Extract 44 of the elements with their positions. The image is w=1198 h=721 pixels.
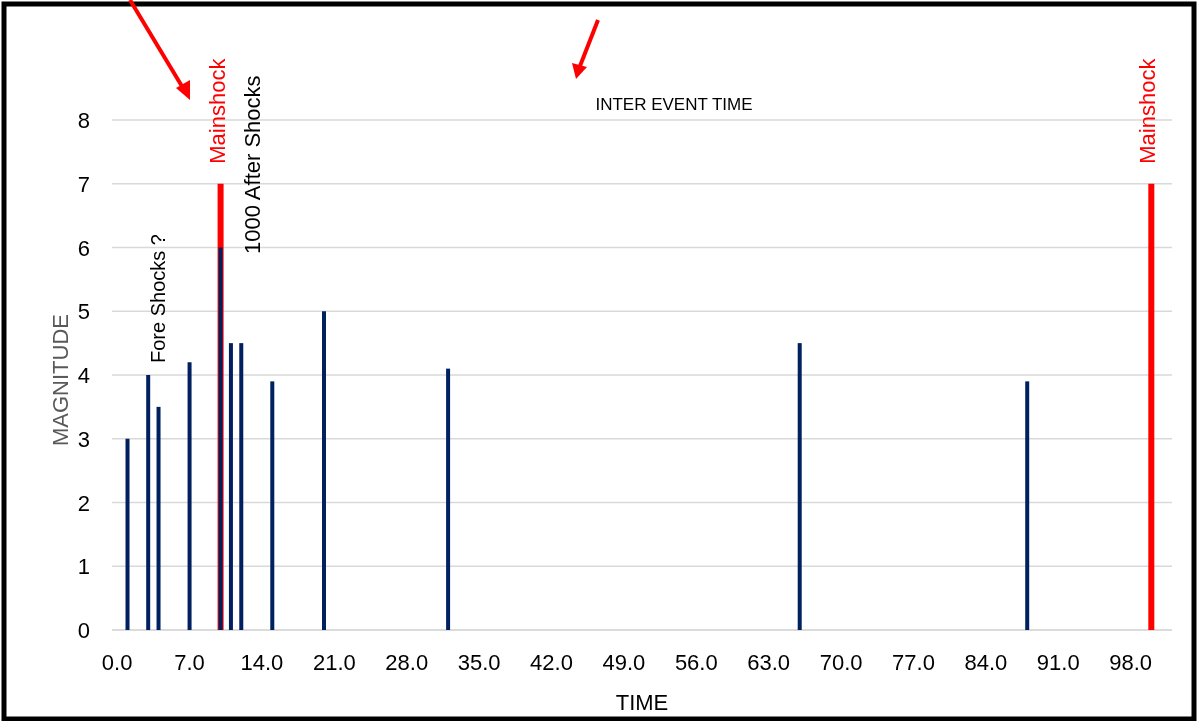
x-tick-label: 70.0 xyxy=(819,650,863,675)
x-tick-label: 91.0 xyxy=(1036,650,1080,675)
y-tick-label: 5 xyxy=(77,299,90,325)
x-tick-label: 14.0 xyxy=(240,650,284,675)
x-tick-label: 0.0 xyxy=(101,650,133,675)
bar xyxy=(1025,381,1030,630)
y-tick-label: 0 xyxy=(77,618,90,643)
y-axis-title: MAGNITUDE xyxy=(48,314,73,446)
y-tick-label: 1 xyxy=(77,554,90,580)
bar xyxy=(446,368,451,630)
annotation: 1000 After Shocks xyxy=(240,75,265,254)
x-tick-label: 28.0 xyxy=(385,650,429,675)
y-tick-label: 2 xyxy=(77,490,90,516)
y-tick-label: 3 xyxy=(77,426,90,452)
bar xyxy=(1148,183,1155,630)
x-tick-label: 7.0 xyxy=(174,650,205,675)
y-tick-label: 6 xyxy=(77,235,90,261)
bar xyxy=(146,375,151,630)
x-tick-label: 42.0 xyxy=(530,650,573,675)
bar xyxy=(125,438,130,630)
annotation: Mainshock xyxy=(204,57,230,164)
y-tick-label: 7 xyxy=(77,171,90,197)
x-tick-label: 56.0 xyxy=(674,650,718,675)
y-tick-label: 4 xyxy=(77,363,90,388)
x-tick-label: 49.0 xyxy=(602,650,646,675)
x-tick-label: 84.0 xyxy=(964,650,1008,675)
bar xyxy=(797,343,802,630)
bar xyxy=(322,311,326,630)
bar xyxy=(270,381,275,630)
x-tick-label: 63.0 xyxy=(747,650,791,675)
text: INTER EVENT TIME xyxy=(595,95,753,114)
annotation: Mainshock xyxy=(1135,57,1161,164)
x-tick-label: 77.0 xyxy=(892,650,935,675)
bar xyxy=(218,247,223,630)
bar xyxy=(228,343,233,630)
bar xyxy=(239,343,244,630)
x-tick-label: 98.0 xyxy=(1109,650,1153,675)
annotation: Fore Shocks ? xyxy=(147,234,169,363)
bar xyxy=(156,406,161,630)
x-axis-title: TIME xyxy=(615,690,669,715)
bar xyxy=(187,362,192,630)
x-tick-label: 35.0 xyxy=(457,650,501,675)
x-tick-label: 21.0 xyxy=(312,650,356,675)
y-tick-label: 8 xyxy=(77,108,90,133)
